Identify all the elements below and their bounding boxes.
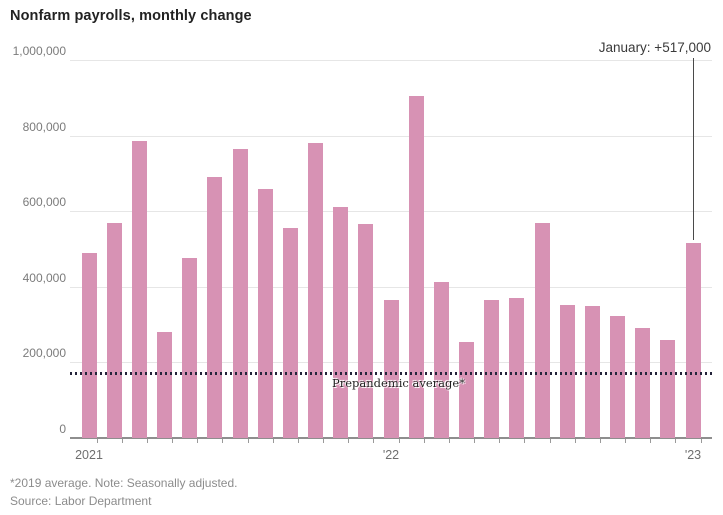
x-year-label: 2021 <box>75 448 103 462</box>
y-tick-label: 1,000,000 <box>12 44 66 58</box>
bar-dec-2021[interactable] <box>358 224 374 438</box>
bar-apr-2022[interactable] <box>459 341 474 438</box>
prepandemic-average-line <box>70 372 712 375</box>
y-tick-label: 400,000 <box>22 271 66 285</box>
x-tick <box>474 439 475 443</box>
bar-jan-2021[interactable] <box>81 252 97 438</box>
x-tick <box>146 439 148 443</box>
x-tick <box>172 439 173 443</box>
x-tick <box>448 439 450 443</box>
annotation-label: January: +517,000 <box>598 40 711 55</box>
x-tick <box>197 439 199 443</box>
bar-oct-2021[interactable] <box>308 143 323 438</box>
bar-jun-2022[interactable] <box>509 298 525 438</box>
x-tick <box>272 439 274 443</box>
x-tick <box>675 439 677 443</box>
bar-nov-2021[interactable] <box>333 207 349 438</box>
bar-mar-2022[interactable] <box>433 281 449 438</box>
x-tick <box>625 439 626 443</box>
y-gridline <box>70 60 712 61</box>
bar-may-2021[interactable] <box>182 258 198 438</box>
chart-title: Nonfarm payrolls, monthly change <box>10 8 252 24</box>
x-tick <box>574 439 576 443</box>
x-tick <box>650 439 652 443</box>
x-tick <box>297 439 299 443</box>
y-gridline <box>70 136 712 137</box>
y-tick-label: 200,000 <box>22 346 66 360</box>
bar-apr-2021[interactable] <box>157 332 172 438</box>
footnote: *2019 average. Note: Seasonally adjusted… <box>10 476 238 490</box>
bar-sep-2022[interactable] <box>584 305 600 438</box>
bar-jan-2022[interactable] <box>383 300 399 438</box>
x-tick <box>423 439 425 443</box>
bar-jul-2022[interactable] <box>534 223 550 438</box>
y-tick-label: 800,000 <box>22 120 66 134</box>
bar-feb-2021[interactable] <box>106 222 122 438</box>
bar-nov-2022[interactable] <box>635 328 651 438</box>
x-axis-line <box>70 437 712 439</box>
bar-oct-2022[interactable] <box>610 315 625 438</box>
x-tick <box>700 439 702 443</box>
x-tick <box>323 439 324 443</box>
bar-aug-2022[interactable] <box>559 304 575 438</box>
x-year-label: '22 <box>382 448 400 462</box>
y-tick-label: 600,000 <box>22 195 66 209</box>
y-gridline <box>70 287 712 288</box>
bar-may-2022[interactable] <box>484 300 500 438</box>
x-tick <box>222 439 224 443</box>
x-tick <box>549 439 551 443</box>
x-tick <box>348 439 350 443</box>
x-tick <box>499 439 501 443</box>
source-credit: Source: Labor Department <box>10 494 152 508</box>
annotation-pointer-line <box>692 58 694 240</box>
x-tick <box>373 439 375 443</box>
bar-mar-2021[interactable] <box>131 141 147 438</box>
bar-dec-2022[interactable] <box>660 339 676 438</box>
x-tick <box>524 439 526 443</box>
x-tick <box>398 439 400 443</box>
bar-jan-2023[interactable] <box>685 242 701 438</box>
reference-line-label: Prepandemic average* <box>332 376 465 390</box>
x-tick <box>599 439 601 443</box>
bar-aug-2021[interactable] <box>257 188 273 438</box>
bar-sep-2021[interactable] <box>282 228 298 438</box>
bar-jul-2021[interactable] <box>232 148 248 438</box>
y-gridline <box>70 211 712 212</box>
x-tick <box>247 439 249 443</box>
bar-jun-2021[interactable] <box>207 177 223 438</box>
x-tick <box>121 439 123 443</box>
y-tick-label: 0 <box>59 422 66 436</box>
x-tick <box>96 439 98 443</box>
x-year-label: '23 <box>684 448 702 462</box>
bar-feb-2022[interactable] <box>408 96 424 438</box>
